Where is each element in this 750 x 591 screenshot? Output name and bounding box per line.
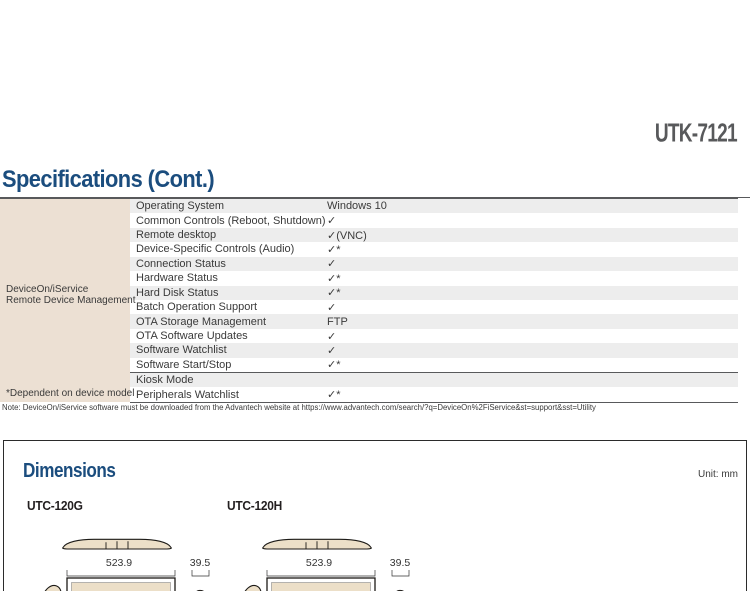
svg-text:39.5: 39.5	[190, 557, 211, 569]
svg-text:523.9: 523.9	[106, 557, 132, 569]
svg-text:523.9: 523.9	[306, 557, 332, 569]
svg-text:39.5: 39.5	[390, 557, 411, 569]
